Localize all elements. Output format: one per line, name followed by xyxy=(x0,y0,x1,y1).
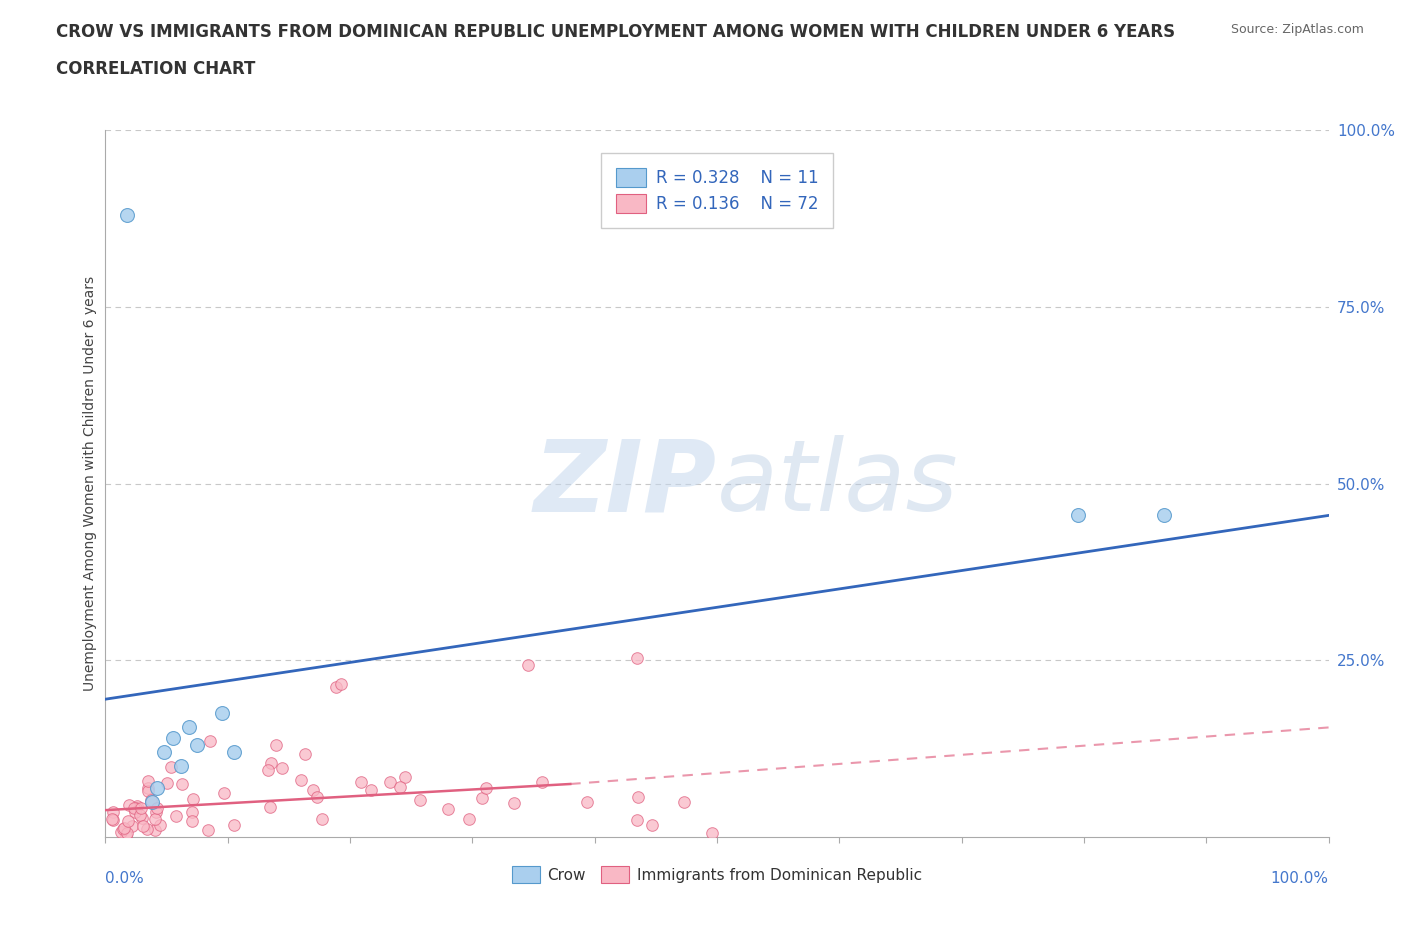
Text: CROW VS IMMIGRANTS FROM DOMINICAN REPUBLIC UNEMPLOYMENT AMONG WOMEN WITH CHILDRE: CROW VS IMMIGRANTS FROM DOMINICAN REPUBL… xyxy=(56,23,1175,41)
Point xyxy=(181,813,204,828)
Point xyxy=(115,826,138,841)
Point xyxy=(471,790,494,805)
Point xyxy=(124,804,146,819)
Point xyxy=(181,791,204,806)
Point xyxy=(141,794,163,809)
Point xyxy=(101,805,124,820)
Point xyxy=(437,802,460,817)
Point xyxy=(627,790,650,804)
Point xyxy=(517,658,540,672)
Point xyxy=(211,706,233,721)
Point xyxy=(200,734,222,749)
Point xyxy=(380,775,402,790)
Point xyxy=(270,761,292,776)
Point xyxy=(475,781,498,796)
Point xyxy=(626,651,648,666)
Point xyxy=(294,747,316,762)
Point xyxy=(170,759,193,774)
Point xyxy=(129,808,152,823)
Point xyxy=(177,720,200,735)
Point xyxy=(135,822,157,837)
Point xyxy=(1067,508,1090,523)
Point xyxy=(626,813,648,828)
Point xyxy=(143,812,166,827)
Point xyxy=(212,786,235,801)
Point xyxy=(125,801,148,816)
Point xyxy=(145,804,167,819)
Point xyxy=(117,207,139,222)
Point xyxy=(222,745,245,760)
Point xyxy=(325,680,347,695)
Point xyxy=(302,783,325,798)
Point xyxy=(131,801,153,816)
Point xyxy=(101,813,124,828)
Point xyxy=(305,790,328,804)
Text: 100.0%: 100.0% xyxy=(1271,871,1329,886)
Point xyxy=(160,759,183,774)
Point xyxy=(256,763,278,777)
Text: 0.0%: 0.0% xyxy=(105,871,145,886)
Point xyxy=(153,745,176,760)
Point xyxy=(349,775,371,790)
Point xyxy=(531,775,554,790)
Point xyxy=(165,808,187,823)
Point xyxy=(131,818,153,833)
Point xyxy=(290,773,312,788)
Point xyxy=(260,755,283,770)
Point xyxy=(112,821,135,836)
Point xyxy=(124,801,146,816)
Point xyxy=(503,795,526,810)
Point xyxy=(1153,508,1175,523)
Point xyxy=(180,804,202,819)
Point xyxy=(259,799,281,814)
Point xyxy=(131,810,153,825)
Point xyxy=(143,822,166,837)
Point xyxy=(118,797,141,812)
Point xyxy=(136,784,159,799)
Point xyxy=(149,818,172,833)
Point xyxy=(360,783,382,798)
Point xyxy=(170,777,193,791)
Point xyxy=(100,811,122,826)
Point xyxy=(388,780,411,795)
Point xyxy=(136,774,159,789)
Point xyxy=(186,737,208,752)
Point xyxy=(145,800,167,815)
Point xyxy=(329,677,352,692)
Text: atlas: atlas xyxy=(717,435,959,532)
Point xyxy=(458,812,481,827)
Point xyxy=(394,770,416,785)
Text: Source: ZipAtlas.com: Source: ZipAtlas.com xyxy=(1230,23,1364,36)
Point xyxy=(409,793,432,808)
Point xyxy=(115,828,138,843)
Point xyxy=(641,817,664,832)
Point xyxy=(146,780,169,795)
Point xyxy=(125,799,148,814)
Point xyxy=(139,792,162,807)
Point xyxy=(156,775,179,790)
Point xyxy=(264,738,287,753)
Y-axis label: Unemployment Among Women with Children Under 6 years: Unemployment Among Women with Children U… xyxy=(83,276,97,691)
Point xyxy=(121,818,143,833)
Point xyxy=(224,817,246,832)
Point xyxy=(576,795,599,810)
Point xyxy=(162,731,184,746)
Point xyxy=(197,822,219,837)
Point xyxy=(311,811,333,826)
Point xyxy=(673,794,696,809)
Text: CORRELATION CHART: CORRELATION CHART xyxy=(56,60,256,78)
Point xyxy=(110,824,132,839)
Point xyxy=(117,813,139,828)
Point xyxy=(136,780,159,795)
Point xyxy=(112,821,135,836)
Text: ZIP: ZIP xyxy=(534,435,717,532)
Legend: Crow, Immigrants from Dominican Republic: Crow, Immigrants from Dominican Republic xyxy=(506,859,928,889)
Point xyxy=(700,825,723,840)
